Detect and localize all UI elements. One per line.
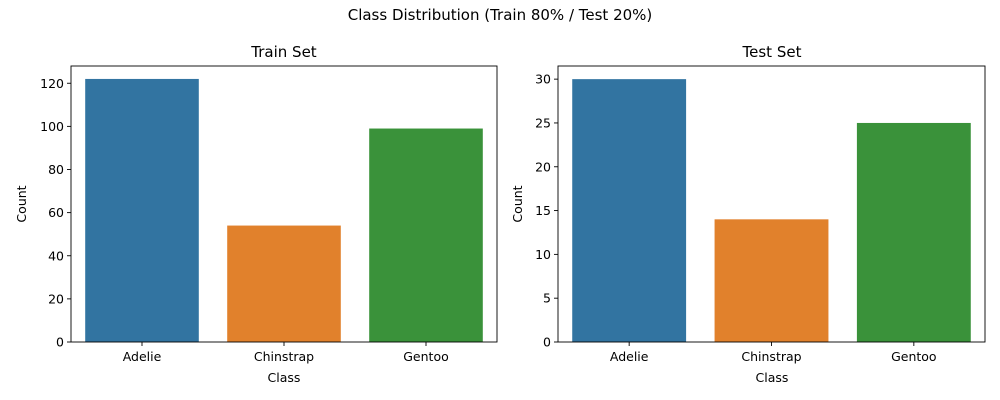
train-bar-adelie <box>85 78 199 342</box>
test-x-tick-label: Chinstrap <box>741 349 801 364</box>
train-y-tick-label: 0 <box>56 335 64 350</box>
test-chart: Test Set Class Count 0 5 10 15 20 25 30 Adelie C… <box>510 43 986 385</box>
test-y-axis-label: Count <box>510 185 525 222</box>
test-bar-gentoo <box>856 122 971 342</box>
train-chart: Train Set Class Count 0 20 40 60 80 100 120 Ade… <box>14 43 498 385</box>
train-y-tick-label: 60 <box>48 205 64 220</box>
train-y-tick-label: 20 <box>48 291 64 306</box>
train-y-axis-label: Count <box>14 185 29 222</box>
test-y-tick-label: 5 <box>543 291 551 306</box>
train-chart-title: Train Set <box>250 43 317 61</box>
train-x-axis-label: Class <box>268 370 301 385</box>
test-bar-chinstrap <box>714 219 829 342</box>
test-x-tick-label: Adelie <box>610 349 649 364</box>
train-y-tick-label: 120 <box>40 76 64 91</box>
train-x-tick-label: Gentoo <box>403 349 449 364</box>
test-y-tick-label: 20 <box>535 159 551 174</box>
figure-suptitle: Class Distribution (Train 80% / Test 20%… <box>348 6 653 24</box>
test-y-tick-label: 0 <box>543 335 551 350</box>
train-x-tick-label: Adelie <box>123 349 162 364</box>
test-y-tick-label: 30 <box>535 72 551 87</box>
train-y-tick-label: 100 <box>40 119 64 134</box>
test-y-tick-label: 10 <box>535 247 551 262</box>
test-x-tick-label: Gentoo <box>891 349 937 364</box>
train-x-tick-label: Chinstrap <box>254 349 314 364</box>
train-y-tick-label: 80 <box>48 162 64 177</box>
test-x-axis-label: Class <box>756 370 789 385</box>
test-y-tick-label: 15 <box>535 203 551 218</box>
test-y-tick-label: 25 <box>535 115 551 130</box>
test-chart-title: Test Set <box>742 43 802 61</box>
train-bar-chinstrap <box>227 225 341 342</box>
train-bar-gentoo <box>369 128 483 342</box>
test-bar-adelie <box>572 79 687 342</box>
train-y-tick-label: 40 <box>48 248 64 263</box>
